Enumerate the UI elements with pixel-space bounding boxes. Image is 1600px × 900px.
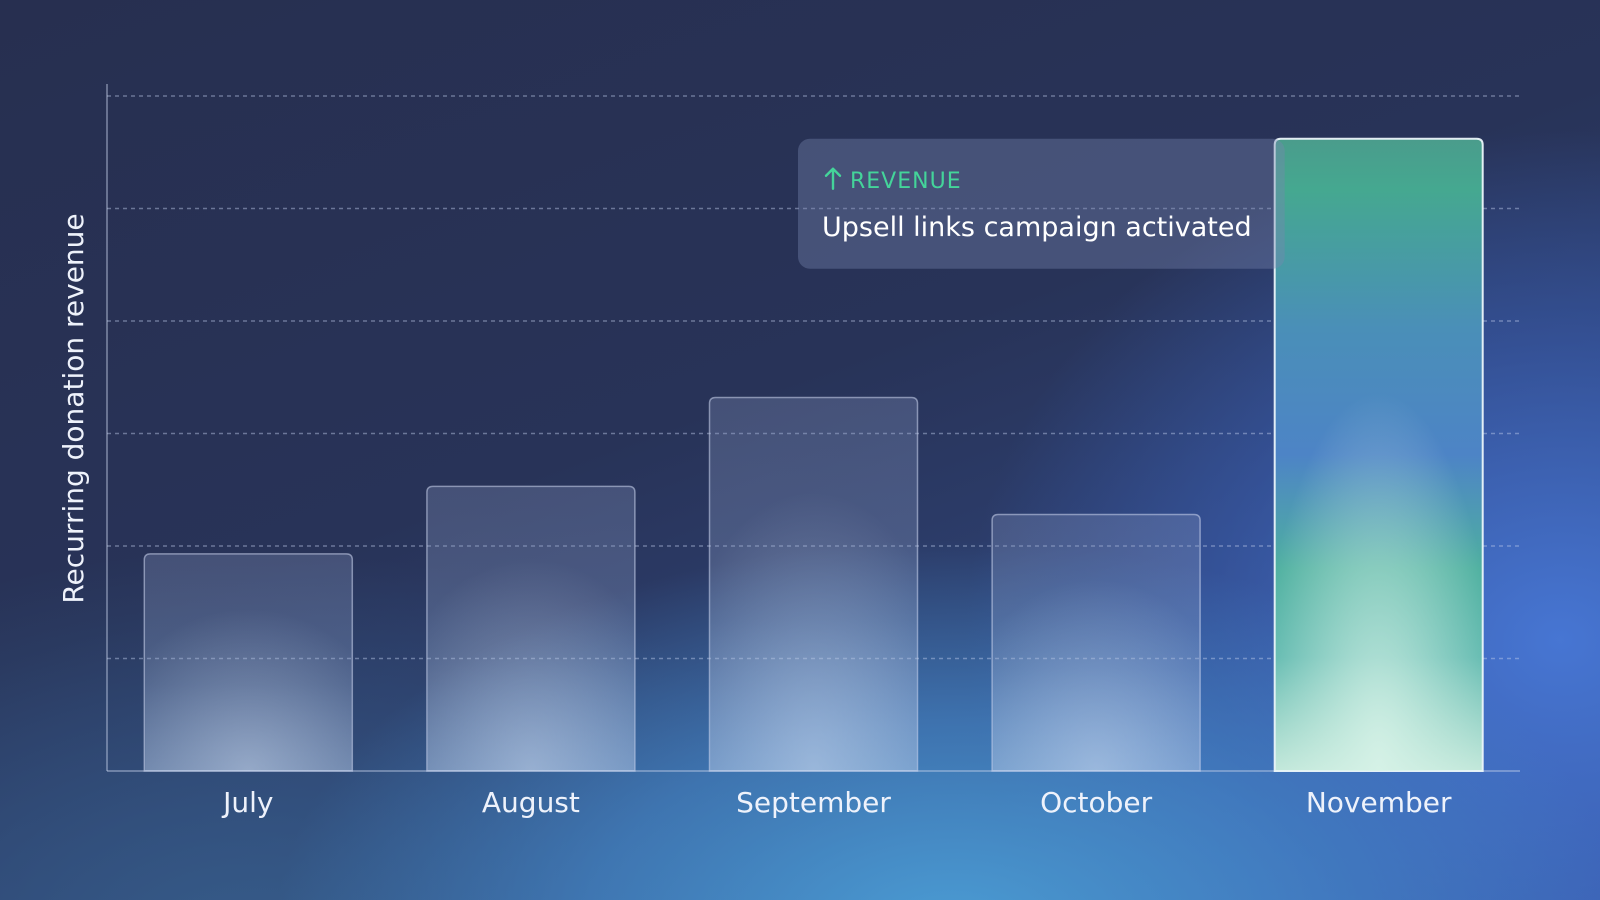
bar-august <box>426 485 636 772</box>
arrow-up-icon <box>824 167 842 190</box>
bar-glow <box>1275 139 1482 771</box>
bar-glow <box>993 515 1200 771</box>
annotation-text: Upsell links campaign activated <box>822 212 1252 243</box>
bar-glow <box>427 487 634 771</box>
y-axis-title: Recurring donation revenue <box>57 213 90 603</box>
x-tick-labels: July August September October November <box>221 786 1452 819</box>
x-tick-label: September <box>736 786 891 819</box>
annotation-box <box>798 138 1285 269</box>
bar-july <box>143 553 354 772</box>
x-tick-label: October <box>1040 786 1153 819</box>
x-tick-label: August <box>482 786 580 819</box>
bar-october <box>991 513 1201 772</box>
bars <box>143 137 1484 772</box>
x-tick-label: July <box>221 786 273 819</box>
bar-september <box>708 396 919 772</box>
annotation-callout: REVENUE Upsell links campaign activated <box>798 138 1285 269</box>
bar-november <box>1273 137 1484 772</box>
bar-glow <box>145 554 352 771</box>
x-tick-label: November <box>1306 786 1452 819</box>
annotation-tag: REVENUE <box>850 169 962 194</box>
bar-glow <box>710 398 917 771</box>
